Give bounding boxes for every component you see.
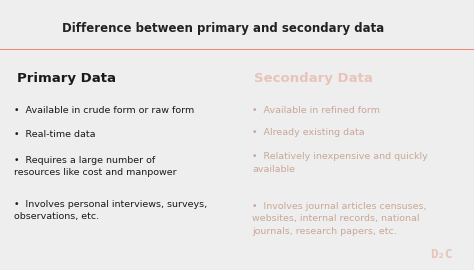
Text: •  Involves personal interviews, surveys,
observations, etc.: • Involves personal interviews, surveys,… bbox=[14, 200, 208, 221]
Text: D₂C: D₂C bbox=[430, 248, 452, 261]
Text: •  Relatively inexpensive and quickly
available: • Relatively inexpensive and quickly ava… bbox=[252, 152, 428, 174]
Text: •  Requires a large number of
resources like cost and manpower: • Requires a large number of resources l… bbox=[14, 156, 177, 177]
Text: •  Available in crude form or raw form: • Available in crude form or raw form bbox=[14, 106, 194, 115]
Text: •  Real-time data: • Real-time data bbox=[14, 130, 96, 139]
Text: •  Involves journal articles censuses,
websites, internal records, national
jour: • Involves journal articles censuses, we… bbox=[252, 202, 427, 236]
Text: •  Available in refined form: • Available in refined form bbox=[252, 106, 380, 115]
Text: Primary Data: Primary Data bbox=[17, 72, 116, 85]
Text: Secondary Data: Secondary Data bbox=[255, 72, 374, 85]
Text: Difference between primary and secondary data: Difference between primary and secondary… bbox=[62, 22, 384, 35]
Text: •  Already existing data: • Already existing data bbox=[252, 128, 365, 137]
